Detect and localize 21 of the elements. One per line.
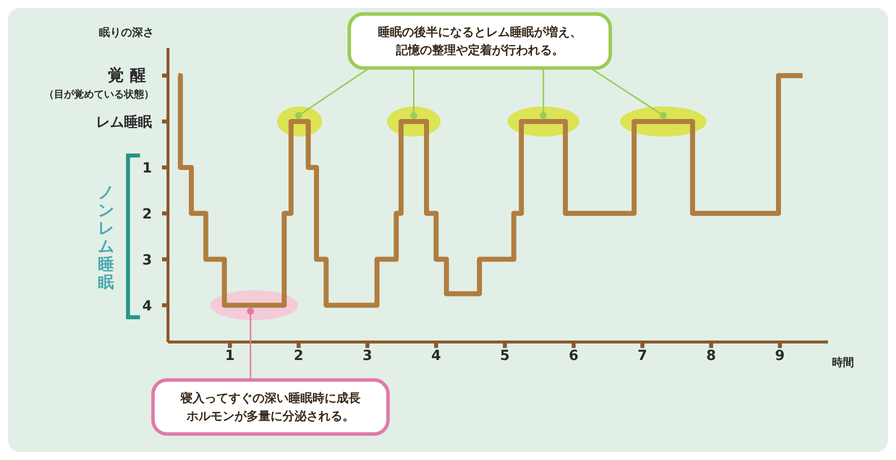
y-tick-label: 3	[142, 252, 152, 268]
x-tick-label: 9	[775, 348, 785, 364]
text: （目が覚めている状態）	[44, 88, 154, 101]
x-tick-label: 4	[431, 348, 442, 364]
x-tick-label: 5	[500, 348, 510, 364]
x-tick-label: 8	[706, 348, 716, 364]
annotation: 睡眠の後半になるとレム睡眠が増え、記憶の整理や定着が行われる。	[378, 25, 582, 57]
x-tick-label: 3	[362, 348, 372, 364]
x-tick-label: 6	[568, 348, 578, 364]
y-tick-label: 4	[142, 298, 152, 314]
y-axis-title: 眠りの深さ	[99, 26, 154, 39]
y-tick-label: 1	[142, 160, 152, 176]
x-tick-label: 1	[225, 348, 235, 364]
y-tick-label: 2	[142, 206, 152, 222]
text: ノンレム睡眠	[98, 182, 114, 292]
y-tick-label: 覚醒	[108, 66, 152, 85]
y-tick-label: レム睡眠	[96, 114, 152, 130]
x-tick-label: 2	[294, 348, 304, 364]
x-axis-title: 時間	[832, 356, 854, 369]
annotation: 寝入ってすぐの深い睡眠時に成長ホルモンが多量に分泌される。	[180, 391, 360, 423]
x-tick-label: 7	[638, 348, 648, 364]
